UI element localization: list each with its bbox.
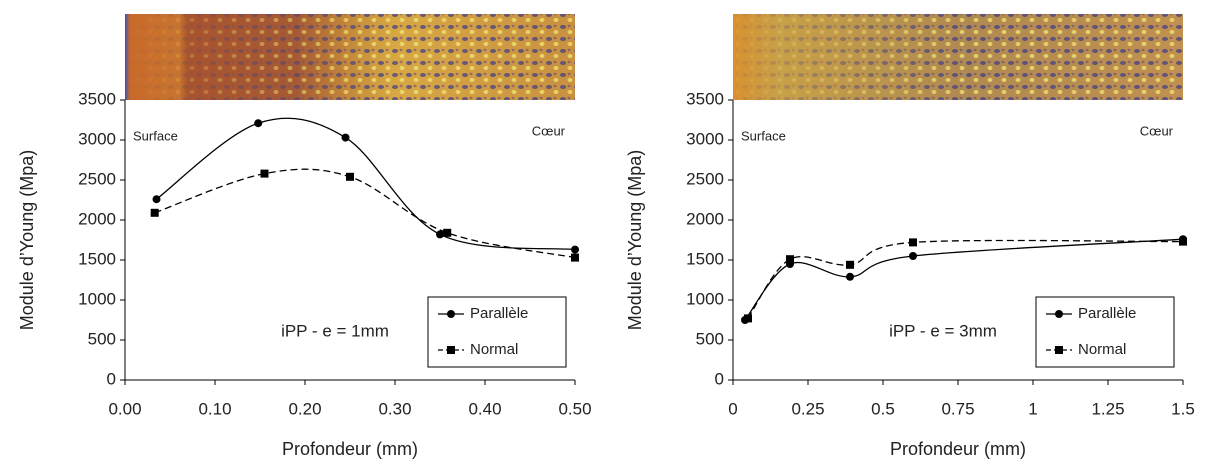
legend-label: Parallèle [470,305,528,322]
y-tick-label: 3500 [78,89,116,108]
y-tick-label: 3000 [686,129,724,148]
y-tick-label: 500 [696,329,724,348]
marker [909,252,917,260]
marker [254,119,263,128]
y-tick-label: 2000 [686,209,724,228]
annotation: Cœur [1140,123,1174,138]
marker [1179,237,1187,246]
marker [152,195,161,204]
x-tick-label: 0.75 [941,399,974,418]
series-line [747,239,1184,319]
legend-box [1035,296,1175,368]
marker [443,228,452,237]
x-tick-label: 0.5 [871,399,895,418]
series-line [744,238,1184,321]
x-tick-label: 1 [1028,399,1037,418]
x-tick-label: 1.25 [1091,399,1124,418]
legend-marker [1055,310,1063,318]
y-tick-label: 0 [715,369,724,388]
marker [846,272,854,281]
marker [571,245,579,254]
x-tick-label: 1.5 [1171,399,1195,418]
annotation: Cœur [532,123,566,138]
legend-label: Normal [1078,341,1126,358]
marker [846,260,854,269]
y-tick-label: 3000 [78,129,116,148]
marker [436,230,444,239]
micrograph [733,14,1183,100]
x-tick-label: 0.30 [378,399,411,418]
x-tick-label: 0 [728,399,737,418]
micrograph [125,14,575,100]
legend-marker [1055,346,1063,354]
y-tick-label: 500 [88,329,116,348]
y-tick-label: 1500 [78,249,116,268]
marker [346,172,354,181]
x-axis-title: Profondeur (mm) [890,439,1026,459]
annotation: iPP - e = 3mm [889,321,997,340]
x-tick-label: 0.40 [468,399,501,418]
y-axis-title: Module d’Young (Mpa) [17,150,37,330]
legend-label: Normal [470,341,518,358]
annotation: iPP - e = 1mm [281,321,389,340]
legend-box [427,296,567,368]
marker [909,238,917,247]
x-tick-label: 0.50 [558,399,591,418]
y-axis-title: Module d’Young (Mpa) [625,150,645,330]
y-tick-label: 1000 [78,289,116,308]
marker [150,208,159,217]
annotation: Surface [133,128,178,143]
series-line [154,168,576,259]
x-tick-label: 0.10 [198,399,231,418]
x-tick-label: 0.00 [108,399,141,418]
marker [571,253,579,262]
marker [341,133,350,142]
legend-label: Parallèle [1078,305,1136,322]
legend-marker [447,310,455,318]
y-tick-label: 2000 [78,209,116,228]
x-tick-label: 0.25 [791,399,824,418]
marker [744,314,752,323]
y-tick-label: 3500 [686,89,724,108]
y-tick-label: 2500 [78,169,116,188]
legend-marker [447,346,455,354]
y-tick-label: 1500 [686,249,724,268]
marker [260,169,269,178]
x-tick-label: 0.20 [288,399,321,418]
y-tick-label: 1000 [686,289,724,308]
y-tick-label: 2500 [686,169,724,188]
y-tick-label: 0 [107,369,116,388]
annotation: Surface [741,128,786,143]
marker [786,255,794,264]
x-axis-title: Profondeur (mm) [282,439,418,459]
